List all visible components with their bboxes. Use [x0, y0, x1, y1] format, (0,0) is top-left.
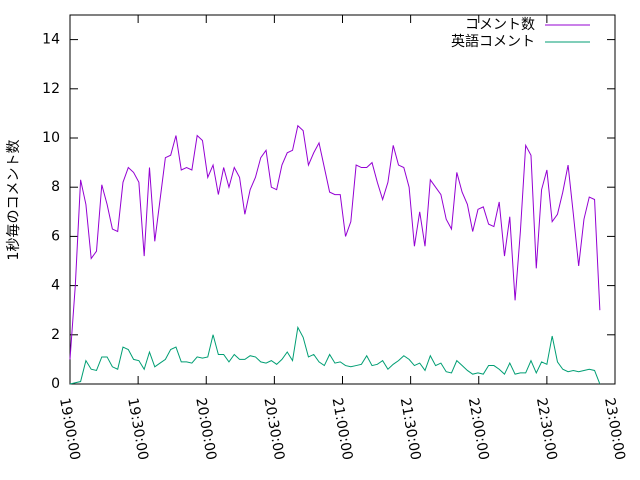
y-axis-label: 1秒毎のコメント数 — [6, 140, 22, 261]
legend-label: 英語コメント — [451, 33, 535, 50]
x-tick-label: 20:00:00 — [192, 397, 219, 462]
y-tick-label: 4 — [51, 278, 60, 294]
x-tick-label: 23:00:00 — [601, 397, 628, 462]
y-tick-label: 6 — [51, 228, 60, 244]
x-tick-label: 20:30:00 — [260, 397, 287, 462]
legend-label: コメント数 — [465, 17, 535, 33]
y-tick-label: 2 — [51, 327, 60, 343]
y-tick-label: 8 — [51, 179, 60, 195]
y-tick-label: 14 — [42, 32, 60, 48]
series-line — [69, 124, 601, 360]
y-tick-label: 12 — [42, 81, 60, 97]
x-tick-label: 19:30:00 — [124, 397, 151, 462]
x-tick-label: 19:00:00 — [56, 397, 83, 462]
x-tick-label: 22:00:00 — [465, 397, 492, 462]
series-line — [69, 325, 601, 385]
y-tick-label: 10 — [42, 130, 60, 146]
x-tick-label: 21:30:00 — [397, 397, 424, 462]
x-tick-label: 21:00:00 — [329, 397, 356, 462]
y-tick-label: 0 — [51, 376, 60, 392]
x-tick-label: 22:30:00 — [533, 397, 560, 462]
